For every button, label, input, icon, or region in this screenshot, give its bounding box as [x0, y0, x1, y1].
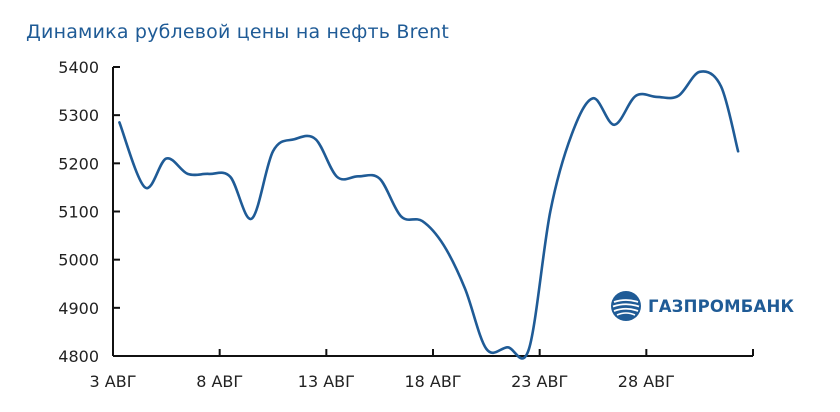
y-tick-label: 4900	[58, 299, 99, 318]
x-tick-label: 23 АВГ	[511, 372, 568, 391]
price-series-line	[118, 70, 740, 360]
tick-labels: 4800 4900 5000 5100 5200 5300 5400 3 АВГ 8 АВГ 13…	[58, 58, 675, 391]
y-tick-label: 5400	[58, 58, 99, 77]
y-tick-label: 4800	[58, 347, 99, 366]
gazprombank-logo: ГАЗПРОМБАНК	[610, 290, 794, 322]
gazprombank-logo-text: ГАЗПРОМБАНК	[648, 296, 795, 316]
gazprombank-globe-icon	[611, 291, 641, 321]
y-tick-label: 5000	[58, 251, 99, 270]
x-tick-label: 28 АВГ	[618, 372, 675, 391]
y-tick-label: 5200	[58, 154, 99, 173]
y-tick-label: 5100	[58, 203, 99, 222]
x-tick-label: 8 АВГ	[196, 372, 243, 391]
x-tick-label: 18 АВГ	[404, 372, 461, 391]
axes	[112, 66, 754, 357]
x-tick-label: 3 АВГ	[90, 372, 137, 391]
y-tick-label: 5300	[58, 106, 99, 125]
chart-title: Динамика рублевой цены на нефть Brent	[26, 21, 450, 43]
series	[118, 70, 740, 360]
x-tick-label: 13 АВГ	[298, 372, 355, 391]
